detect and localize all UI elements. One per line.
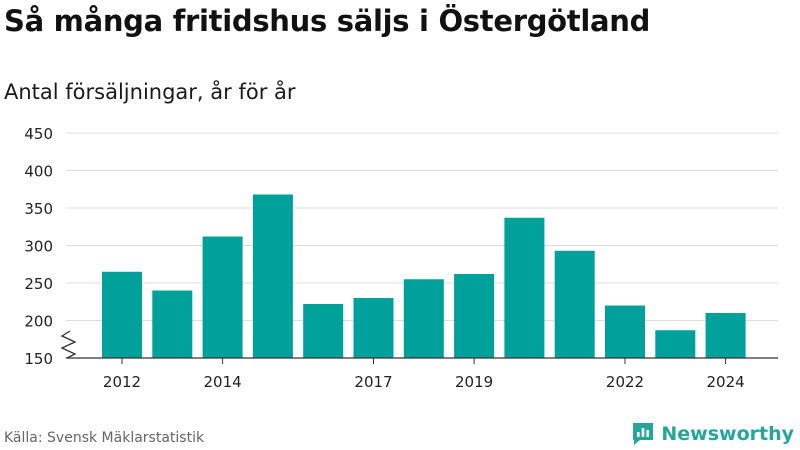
bars <box>102 194 746 358</box>
x-tick-label: 2014 <box>204 373 242 391</box>
bar <box>554 250 595 358</box>
x-axis-ticks: 2012 2014 2017 2019 2022 2024 <box>103 358 745 391</box>
y-tick-label: 250 <box>24 275 53 293</box>
bar <box>403 279 444 358</box>
x-axis <box>60 330 778 359</box>
brand-logo: Newsworthy <box>631 420 794 448</box>
chart-title: Så många fritidshus säljs i Östergötland <box>4 4 651 38</box>
bar <box>655 330 696 358</box>
axis-break-icon <box>60 330 77 359</box>
bar <box>202 236 243 358</box>
y-tick-label: 350 <box>24 200 53 218</box>
chart-subtitle: Antal försäljningar, år för år <box>4 80 296 104</box>
bar <box>353 298 394 358</box>
brand-name: Newsworthy <box>661 423 794 445</box>
y-tick-label: 150 <box>24 350 53 368</box>
x-tick-label: 2019 <box>455 373 493 391</box>
bar <box>454 274 495 358</box>
x-tick-label: 2022 <box>606 373 644 391</box>
source-note: Källa: Svensk Mäklarstatistik <box>4 430 205 446</box>
bar <box>152 290 193 358</box>
y-tick-label: 400 <box>24 163 53 181</box>
y-tick-label: 450 <box>24 125 53 143</box>
y-tick-label: 300 <box>24 238 53 256</box>
bar <box>705 313 746 358</box>
x-tick-label: 2024 <box>707 373 745 391</box>
bar <box>102 271 142 358</box>
newsworthy-logo-icon <box>633 423 654 445</box>
bar <box>252 194 293 358</box>
y-tick-label: 200 <box>24 313 53 331</box>
bar <box>504 217 545 358</box>
x-tick-label: 2017 <box>354 373 392 391</box>
bar <box>605 305 645 358</box>
x-tick-label: 2012 <box>103 373 141 391</box>
y-axis-ticks: 150 200 250 300 350 400 450 <box>24 125 53 368</box>
bar <box>303 304 344 358</box>
